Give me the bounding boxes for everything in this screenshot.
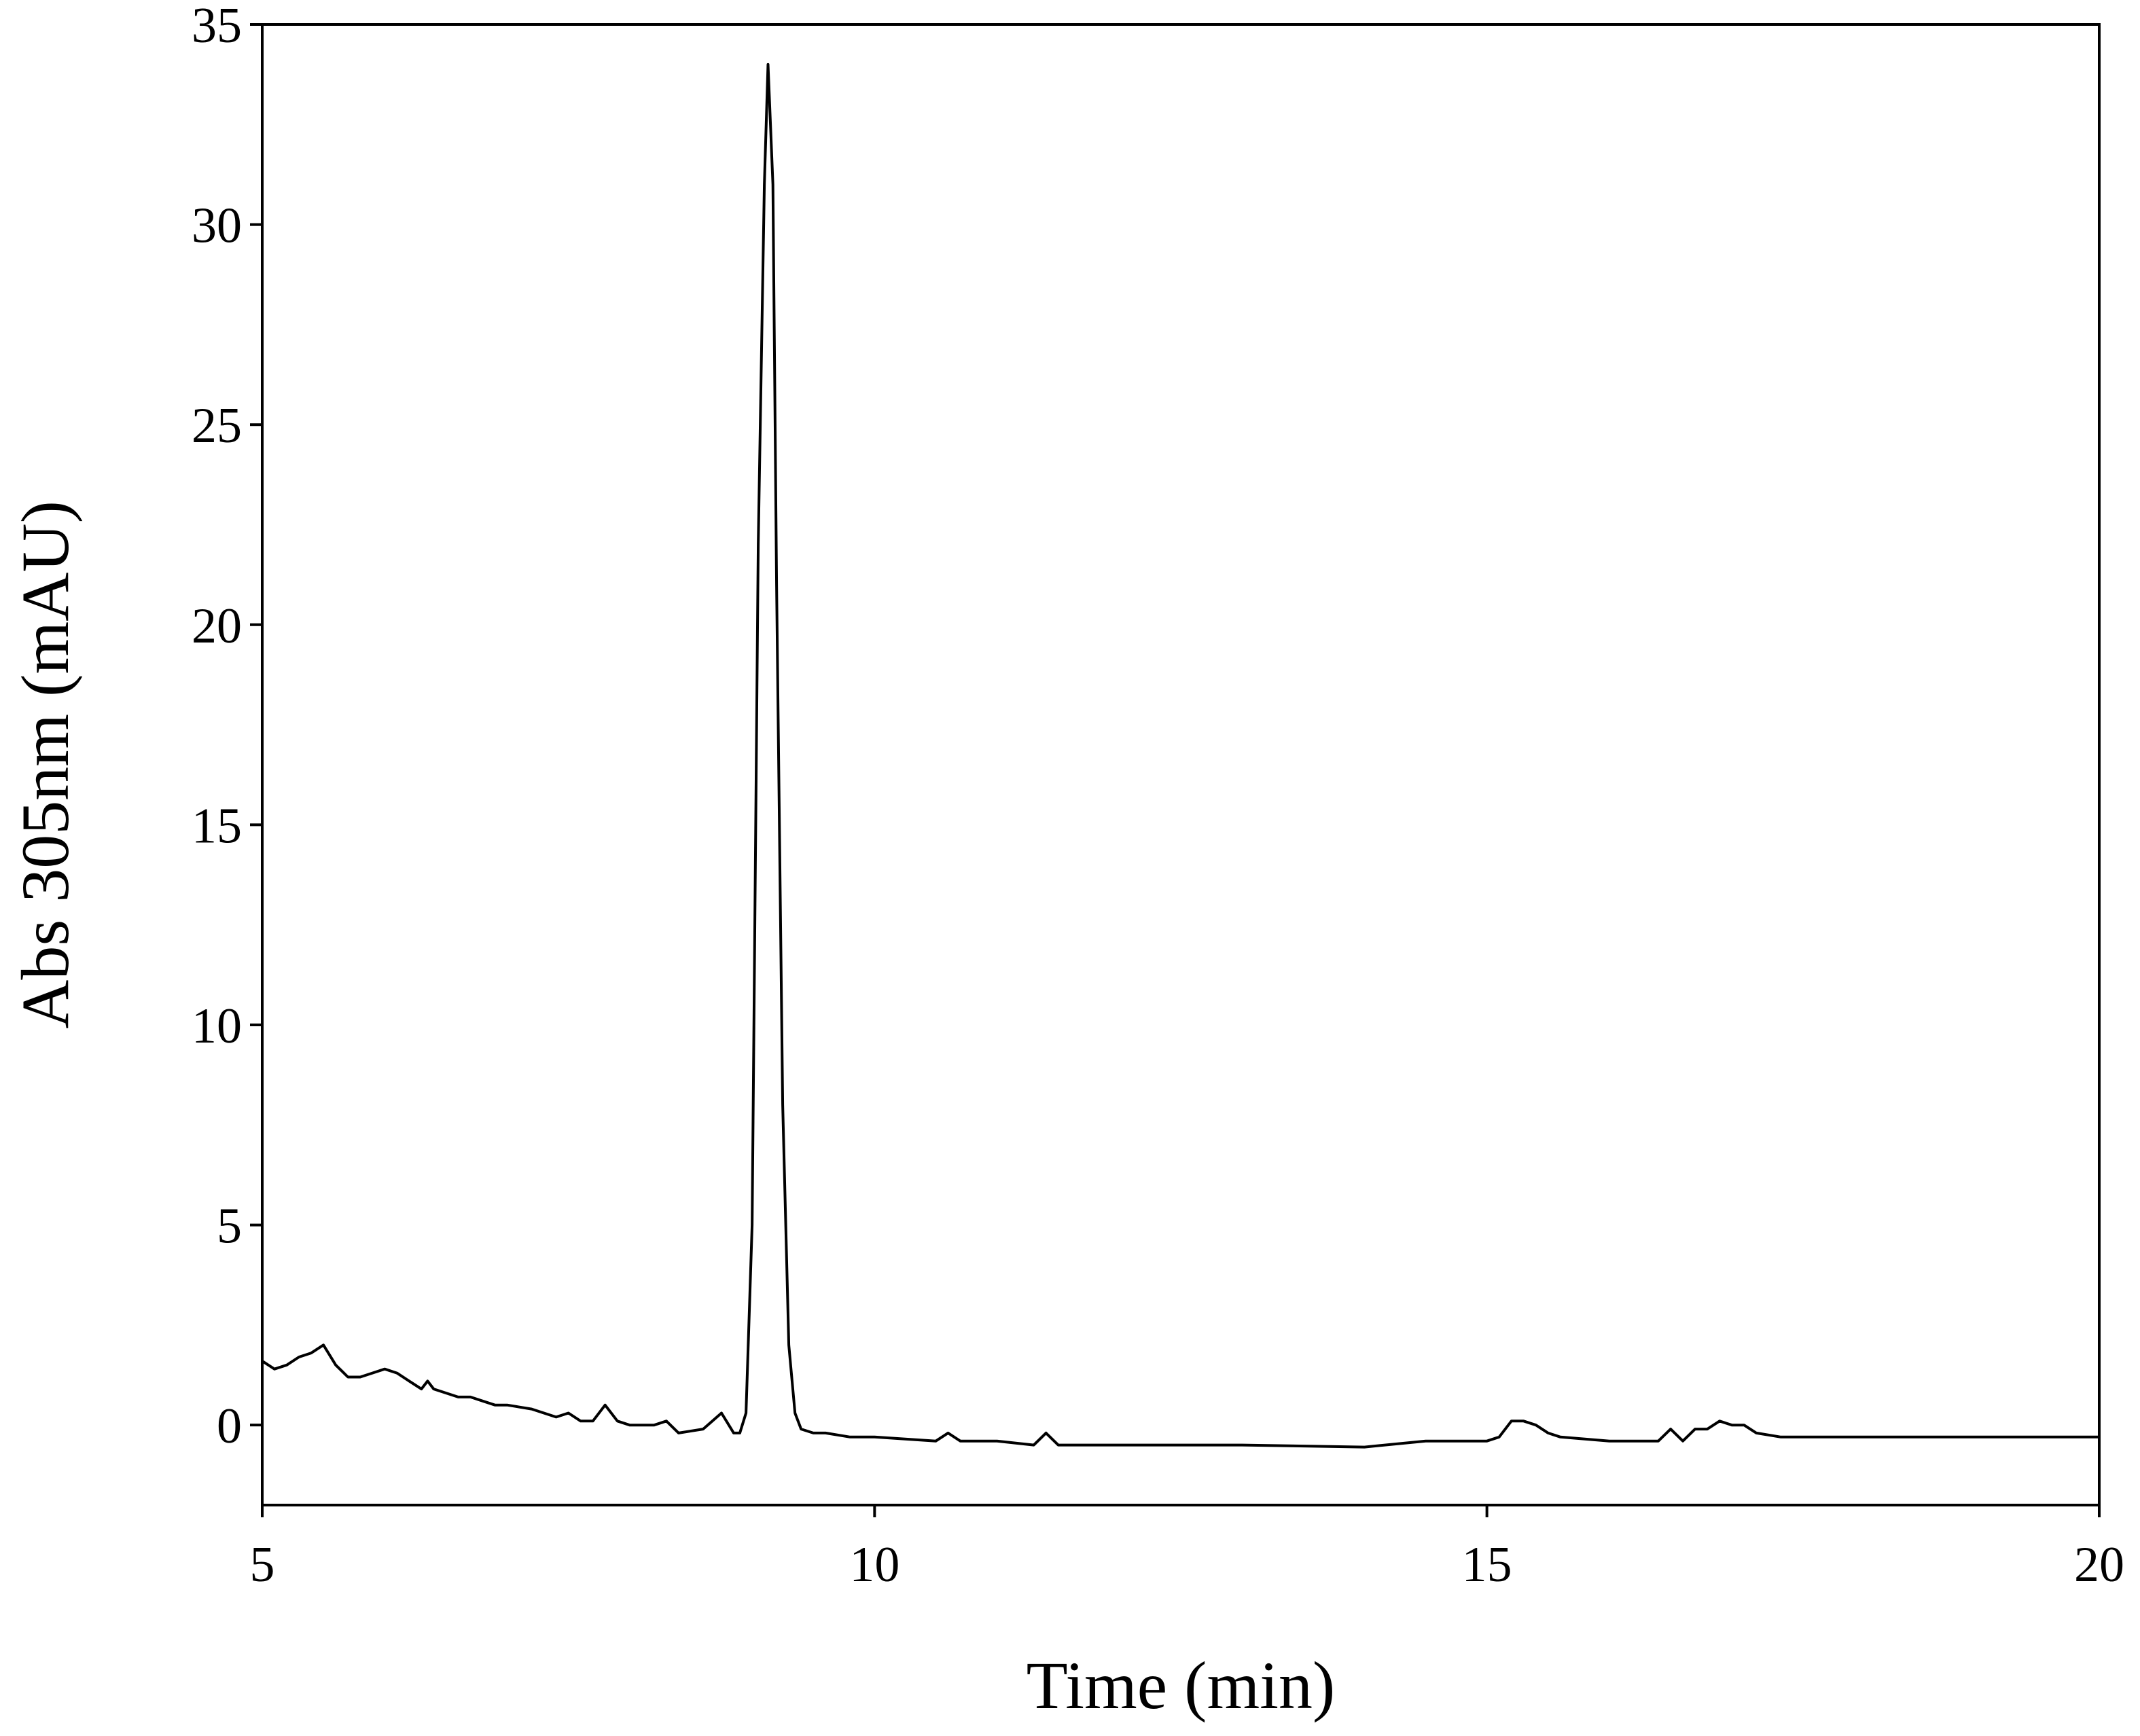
x-axis-title: Time (min): [1027, 1648, 1336, 1723]
y-tick-label: 25: [192, 398, 242, 454]
y-tick-label: 5: [217, 1199, 242, 1254]
y-tick-label: 20: [192, 598, 242, 654]
y-tick-label: 0: [217, 1398, 242, 1454]
x-tick-label: 5: [250, 1537, 275, 1593]
y-tick-label: 35: [192, 0, 242, 54]
data-line: [261, 62, 2099, 1449]
x-tick-label: 20: [2074, 1537, 2124, 1593]
plot-frame: [261, 23, 2101, 1506]
x-tick-label: 15: [1462, 1537, 1512, 1593]
y-tick-label: 10: [192, 998, 242, 1054]
y-tick-label: 15: [192, 798, 242, 854]
x-tick-label: 10: [849, 1537, 899, 1593]
y-axis-title: Abs 305nm (mAU): [7, 501, 83, 1029]
y-tick-label: 30: [192, 198, 242, 254]
